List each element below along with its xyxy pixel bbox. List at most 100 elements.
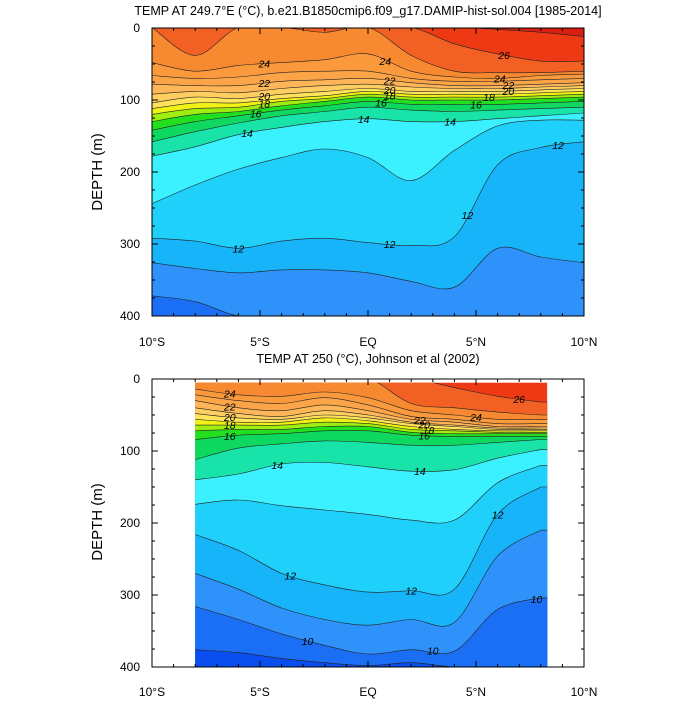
contour-label: 24 [378, 56, 391, 68]
contour-label: 14 [444, 117, 456, 129]
contour-label: 14 [271, 460, 283, 472]
contour-label: 10 [531, 594, 543, 606]
contour-line [152, 96, 584, 122]
contour-line [412, 28, 584, 62]
y-tick-label: 100 [120, 444, 140, 458]
contour-label: 18 [384, 91, 396, 103]
contour-line [432, 382, 548, 403]
contour-label: 16 [250, 109, 262, 121]
contour-line [152, 101, 584, 131]
contour-line [195, 597, 548, 655]
y-tick-label: 200 [120, 165, 140, 179]
contour-label: 12 [552, 140, 564, 152]
contour-line [152, 70, 584, 82]
x-tick-label: 5°S [250, 685, 269, 699]
chart-panel-observations: TEMP AT 250 (°C), Johnson et al (2002) D… [89, 352, 597, 699]
x-tick-label: 5°N [466, 685, 486, 699]
contour-label: 24 [223, 389, 236, 401]
contour-label: 20 [223, 412, 236, 424]
contour-line [195, 413, 548, 430]
contour-line [152, 141, 584, 249]
x-tick-label: 5°S [250, 335, 269, 349]
contour-label: 16 [470, 99, 482, 111]
contour-label: 26 [512, 394, 525, 406]
contour-line [376, 382, 548, 416]
contour-line [195, 417, 548, 432]
contour-line [152, 83, 584, 95]
contour-label: 20 [417, 420, 430, 432]
contour-label: 12 [462, 210, 474, 222]
contour-line [152, 88, 584, 104]
y-tick-label: 400 [120, 660, 140, 674]
x-tick-label: 10°S [139, 335, 165, 349]
contour-label: 12 [405, 586, 417, 598]
contour-label: 22 [413, 415, 426, 427]
x-tick-label: 10°N [571, 685, 598, 699]
y-tick-label: 100 [120, 93, 140, 107]
y-axis-label: DEPTH (m) [89, 133, 106, 211]
contour-label: 24 [257, 59, 270, 71]
contour-band [152, 247, 584, 316]
contour-label: 24 [493, 73, 506, 85]
y-axis-label: DEPTH (m) [89, 483, 106, 561]
contour-line [152, 91, 584, 109]
y-tick-label: 200 [120, 516, 140, 530]
contour-label: 14 [358, 114, 370, 126]
contour-line [195, 430, 548, 440]
contour-label: 10 [302, 636, 314, 648]
contour-line [195, 400, 548, 428]
contour-line [195, 388, 548, 420]
contour-line [152, 112, 584, 157]
contour-line [152, 78, 584, 87]
contour-line [195, 529, 548, 627]
contour-label: 16 [224, 431, 236, 443]
contour-line [195, 394, 548, 425]
contour-label: 14 [241, 128, 253, 140]
x-tick-label: 5°N [466, 335, 486, 349]
contour-line [152, 295, 584, 316]
contour-label: 12 [384, 239, 396, 251]
chart-title: TEMP AT 250 (°C), Johnson et al (2002) [256, 352, 479, 366]
contour-label: 16 [418, 431, 430, 443]
contour-line [152, 119, 584, 204]
contour-line [195, 465, 548, 524]
contour-label: 20 [383, 85, 396, 97]
contour-label: 22 [502, 80, 515, 92]
y-tick-label: 0 [133, 372, 140, 386]
chart-title: TEMP AT 249.7°E (°C), b.e21.B1850cmip6.f… [134, 4, 601, 18]
contour-label: 18 [224, 420, 236, 432]
contour-label: 18 [423, 425, 435, 437]
x-tick-label: EQ [359, 685, 376, 699]
contour-line [152, 106, 584, 143]
contour-line [195, 449, 548, 481]
contour-label: 26 [497, 50, 510, 62]
contour-line [152, 246, 584, 290]
contour-label: 16 [375, 97, 387, 109]
contour-field [195, 382, 548, 667]
contour-label: 20 [502, 86, 515, 98]
y-tick-label: 300 [120, 237, 140, 251]
contour-label: 20 [257, 91, 270, 103]
y-tick-label: 400 [120, 309, 140, 323]
contour-line [152, 28, 584, 74]
x-tick-label: EQ [359, 335, 376, 349]
contour-line [152, 53, 584, 79]
contour-line [195, 407, 548, 429]
contour-label: 18 [483, 92, 495, 104]
y-tick-label: 300 [120, 588, 140, 602]
y-tick-label: 0 [133, 21, 140, 35]
x-tick-label: 10°S [139, 685, 165, 699]
contour-line [195, 439, 548, 460]
contour-label: 10 [427, 645, 439, 657]
x-tick-label: 10°N [571, 335, 598, 349]
contour-label: 22 [223, 401, 236, 413]
contour-label: 12 [492, 509, 504, 521]
contour-line [195, 421, 548, 433]
contour-band [195, 530, 548, 667]
contour-band [195, 649, 548, 667]
contour-line [466, 28, 584, 37]
contour-label: 18 [258, 99, 270, 111]
contour-label: 12 [284, 571, 296, 583]
contour-label: 12 [233, 243, 245, 255]
contour-label: 24 [469, 412, 482, 424]
